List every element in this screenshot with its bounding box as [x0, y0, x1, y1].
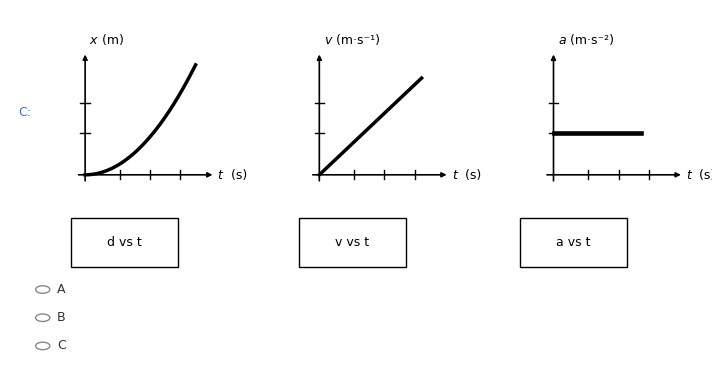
Text: C: C — [57, 340, 66, 352]
Text: B: B — [57, 311, 66, 324]
Text: (m·s⁻¹): (m·s⁻¹) — [332, 34, 380, 47]
Text: (m): (m) — [98, 34, 124, 47]
Text: d vs t: d vs t — [108, 236, 142, 249]
Text: v vs t: v vs t — [335, 236, 370, 249]
Text: (s): (s) — [461, 170, 481, 182]
Text: t: t — [452, 170, 456, 182]
Text: C:: C: — [18, 106, 31, 119]
Text: t: t — [218, 170, 223, 182]
Text: (s): (s) — [696, 170, 712, 182]
Text: (s): (s) — [227, 170, 247, 182]
Text: a: a — [558, 34, 566, 47]
Text: (m·s⁻²): (m·s⁻²) — [566, 34, 614, 47]
Text: v: v — [324, 34, 331, 47]
Text: t: t — [686, 170, 691, 182]
Text: A: A — [57, 283, 66, 296]
Text: a vs t: a vs t — [556, 236, 590, 249]
Text: x: x — [90, 34, 97, 47]
